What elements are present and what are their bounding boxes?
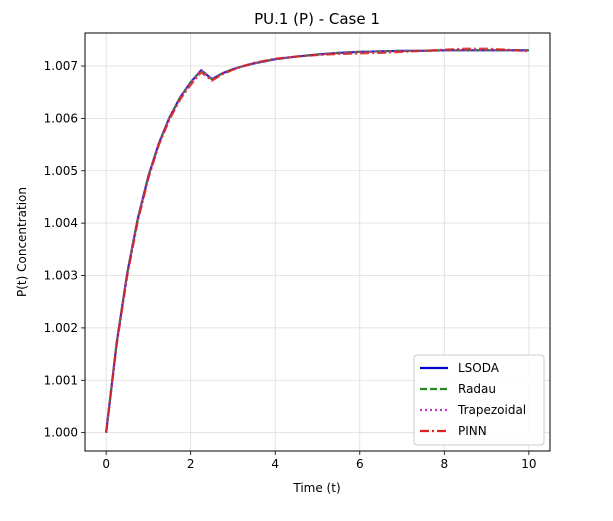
series-layer [105, 47, 529, 433]
chart-title: PU.1 (P) - Case 1 [254, 10, 380, 28]
x-tick-label: 10 [521, 457, 536, 471]
y-tick-label: 1.002 [44, 321, 78, 335]
x-tick-label: 4 [271, 457, 279, 471]
series-line-pinn [105, 47, 529, 433]
legend-label: Radau [458, 382, 496, 396]
y-tick-label: 1.006 [44, 111, 78, 125]
x-tick-label: 8 [440, 457, 448, 471]
y-tick-label: 1.004 [44, 216, 78, 230]
legend-label: PINN [458, 424, 487, 438]
plot-frame [84, 32, 551, 452]
grid [85, 33, 550, 451]
y-tick-label: 1.003 [44, 269, 78, 283]
legend-box [413, 354, 545, 446]
x-tick-label: 2 [187, 457, 195, 471]
y-tick-label: 1.007 [44, 59, 78, 73]
x-axis-label: Time (t) [292, 481, 340, 495]
x-tick-label: 6 [356, 457, 364, 471]
x-tick-label: 0 [102, 457, 110, 471]
y-axis-label: P(t) Concentration [15, 187, 29, 297]
y-axis-ticks: 1.000 1.001 1.002 1.003 1.004 1.005 1.006 1.007 [44, 59, 85, 440]
x-axis-ticks: 0 2 4 6 8 10 [102, 451, 537, 471]
y-tick-label: 1.005 [44, 164, 78, 178]
legend: LSODA Radau Trapezoidal PINN [413, 354, 545, 446]
legend-label: LSODA [458, 361, 500, 375]
y-tick-label: 1.000 [44, 426, 78, 440]
y-tick-label: 1.001 [44, 373, 78, 387]
legend-label: Trapezoidal [457, 403, 526, 417]
